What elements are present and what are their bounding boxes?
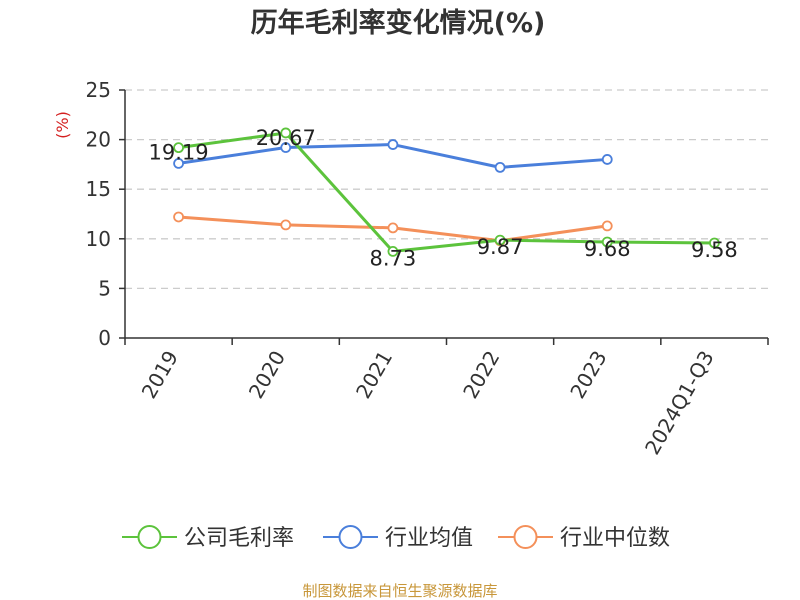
series-group — [173, 127, 720, 257]
data-point — [601, 154, 613, 165]
data-point — [601, 236, 613, 248]
data-point — [280, 142, 292, 153]
data-label: 9.87 — [477, 235, 524, 259]
x-tick-label: 2022 — [458, 347, 504, 403]
data-labels: 19.19 20.67 8.73 9.87 9.68 9.58 — [149, 126, 738, 270]
legend: 公司毛利率 行业均值 行业中位数 — [122, 525, 670, 551]
x-tick-label: 2021 — [351, 347, 397, 403]
data-point — [173, 211, 184, 223]
x-tick-label: 2024Q1-Q3 — [640, 347, 719, 459]
source-note: 制图数据来自恒生聚源数据库 — [302, 582, 497, 600]
data-label: 8.73 — [370, 246, 417, 270]
y-tick-label: 5 — [98, 276, 111, 300]
data-point — [387, 245, 399, 257]
y-axis-label: (%) — [53, 111, 72, 139]
axes: 0 5 10 15 20 25 2019 2020 2021 2022 2023 2024Q1-Q3 — [86, 78, 769, 459]
x-tick-label: 2020 — [244, 347, 290, 403]
legend-marker — [137, 525, 162, 549]
data-point — [494, 234, 506, 246]
data-point — [494, 161, 506, 173]
chart-title: 历年毛利率变化情况(%) — [251, 7, 546, 39]
data-point — [280, 219, 292, 231]
legend-label: 行业中位数 — [560, 526, 670, 551]
legend-marker — [338, 525, 363, 549]
series-line — [178, 131, 715, 253]
data-label: 9.58 — [691, 238, 738, 262]
data-point — [387, 139, 399, 150]
legend-label: 公司毛利率 — [184, 526, 294, 551]
data-label: 9.68 — [584, 237, 631, 261]
data-point — [173, 158, 184, 169]
y-tick-label: 0 — [98, 326, 111, 350]
y-tick-label: 20 — [86, 128, 111, 152]
data-point — [601, 220, 613, 232]
data-label: 19.19 — [149, 141, 209, 165]
legend-label: 行业均值 — [385, 526, 473, 551]
y-tick-label: 15 — [86, 177, 111, 201]
grid-lines — [125, 89, 768, 290]
x-tick-label: 2019 — [137, 347, 183, 403]
data-label: 20.67 — [256, 126, 316, 150]
legend-marker — [513, 525, 538, 549]
x-tick-label: 2023 — [565, 347, 611, 403]
data-point — [173, 142, 184, 154]
data-point — [709, 237, 720, 249]
data-point — [280, 127, 292, 139]
y-tick-label: 10 — [86, 227, 111, 251]
y-tick-label: 25 — [86, 78, 111, 102]
data-point — [387, 222, 399, 234]
